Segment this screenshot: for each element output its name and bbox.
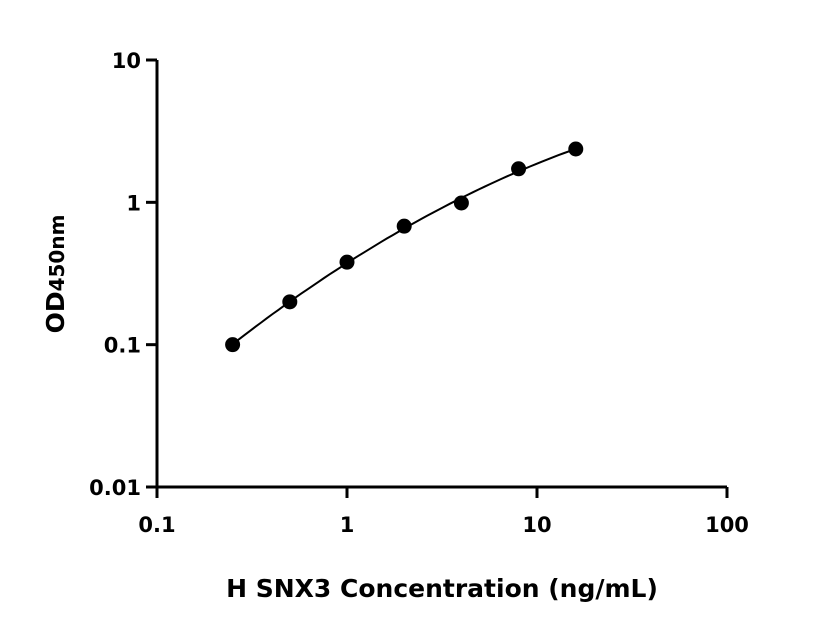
x-axis-label: H SNX3 Concentration (ng/mL) <box>226 574 658 603</box>
x-tick-label: 1 <box>340 513 355 537</box>
data-points <box>225 141 584 353</box>
tick-labels: 0.1 1 10 100 0.01 0.1 1 10 <box>89 49 749 537</box>
data-point <box>568 141 584 157</box>
data-point <box>511 161 527 177</box>
y-tick-label: 10 <box>112 49 141 73</box>
data-point <box>339 254 355 270</box>
data-point <box>453 195 469 211</box>
data-point <box>225 337 241 353</box>
y-axis-label-main: OD <box>41 291 70 333</box>
y-tick-label: 0.1 <box>104 334 141 358</box>
x-tick-label: 100 <box>705 513 749 537</box>
fit-curve <box>231 147 577 346</box>
y-tick-label: 1 <box>126 191 141 215</box>
y-tick-label: 0.01 <box>89 476 141 500</box>
y-axis-label: OD450nm <box>41 215 70 334</box>
data-point <box>396 218 412 234</box>
x-tick-label: 10 <box>522 513 551 537</box>
axes <box>146 58 729 498</box>
x-tick-label: 0.1 <box>138 513 175 537</box>
data-point <box>282 294 298 310</box>
y-axis-label-sub: 450nm <box>45 215 69 292</box>
